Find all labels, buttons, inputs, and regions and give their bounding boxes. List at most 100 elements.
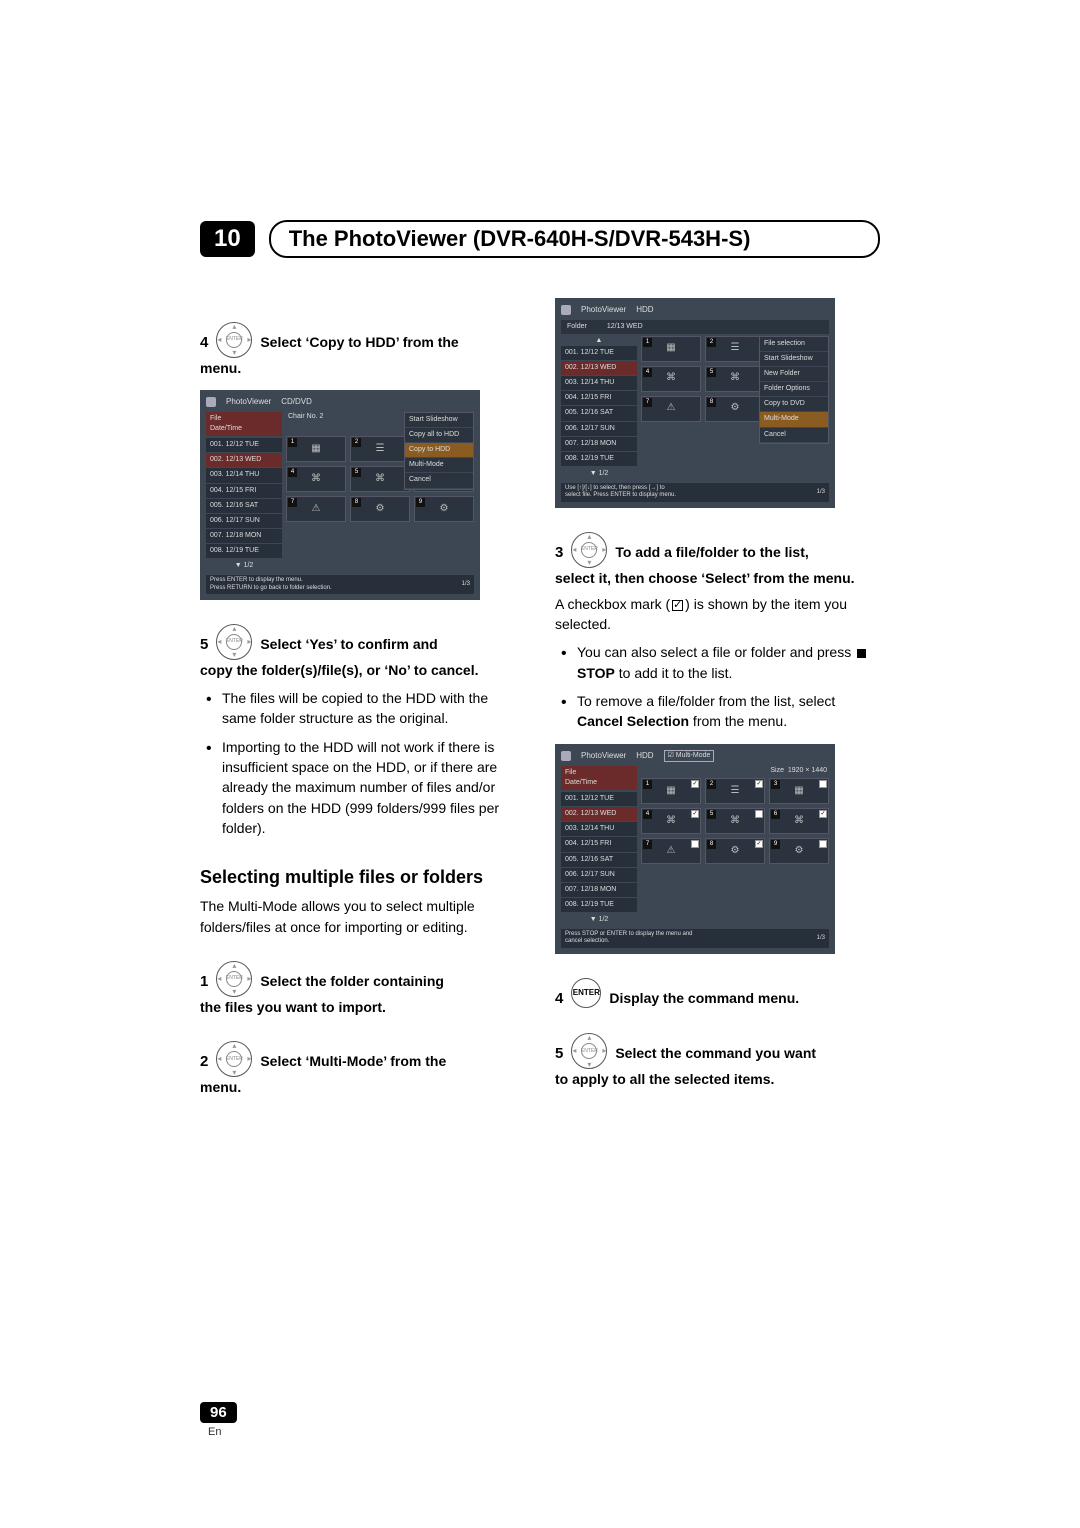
photoviewer-icon <box>561 751 571 761</box>
file-row: 005. 12/16 SAT <box>561 406 637 420</box>
dpad-icon: ▴▾◂▸ <box>571 1033 607 1069</box>
b1c: to add it to the list. <box>615 665 733 681</box>
multi-step-2: 2 ▴▾◂▸ Select ‘Multi-Mode’ from the <box>200 1041 525 1077</box>
menu-item: New Folder <box>760 367 828 382</box>
hint-1: Press STOP or ENTER to display the menu … <box>565 931 693 937</box>
content-columns: 4 ▴▾◂▸ Select ‘Copy to HDD’ from the men… <box>200 298 880 1097</box>
file-row: 007. 12/18 MON <box>206 529 282 543</box>
menu-item: Multi-Mode <box>760 412 828 427</box>
file-list: File Date/Time 001. 12/12 TUE002. 12/13 … <box>206 412 282 574</box>
hint-2: select file. Press ENTER to display menu… <box>565 492 676 498</box>
thumbnail: 9⚙ <box>769 838 829 864</box>
file-row: 004. 12/15 FRI <box>561 837 637 851</box>
step-5-right: 5 ▴▾◂▸ Select the command you want <box>555 1033 880 1069</box>
thumbnail: 5⌘ <box>350 466 410 492</box>
checkbox-icon <box>672 600 683 611</box>
context-menu: Start SlideshowCopy all to HDDCopy to HD… <box>404 412 474 490</box>
thumbnail: 7⚠ <box>286 496 346 522</box>
page-number: 96 <box>200 1402 237 1423</box>
file-row: 008. 12/19 TUE <box>561 898 637 912</box>
body-a: A checkbox mark ( <box>555 596 670 612</box>
file-row: 006. 12/17 SUN <box>561 868 637 882</box>
screenshot-multi-mode-menu: PhotoViewer HDD Folder 12/13 WED ▲ 001. … <box>555 298 835 508</box>
step-number: 4 <box>555 988 563 1010</box>
ss-source: CD/DVD <box>281 396 312 408</box>
hint-2: cancel selection. <box>565 938 609 944</box>
step-text: Select ‘Multi-Mode’ from the <box>260 1051 446 1071</box>
ss-title: PhotoViewer <box>226 396 271 408</box>
file-row: 004. 12/15 FRI <box>561 391 637 405</box>
step-text: Select ‘Copy to HDD’ from the <box>260 332 458 352</box>
bullet-item: To remove a file/folder from the list, s… <box>561 691 880 732</box>
menu-item: Start Slideshow <box>760 352 828 367</box>
thumbnail: 7⚠ <box>641 838 701 864</box>
file-row: 005. 12/16 SAT <box>206 499 282 513</box>
step-4-right: 4 ENTER Display the command menu. <box>555 978 880 1010</box>
file-row: 008. 12/19 TUE <box>206 544 282 558</box>
chapter-number: 10 <box>200 221 255 257</box>
file-list: File Date/Time 001. 12/12 TUE002. 12/13 … <box>561 766 637 928</box>
step-number: 2 <box>200 1051 208 1073</box>
thumbnail: 4⌘ <box>641 366 701 392</box>
multi-step-1: 1 ▴▾◂▸ Select the folder containing <box>200 961 525 997</box>
file-row: 003. 12/14 THU <box>561 376 637 390</box>
thumbnail: 1▦✓ <box>641 778 701 804</box>
chapter-title: The PhotoViewer (DVR-640H-S/DVR-543H-S) <box>289 226 860 252</box>
step-4: 4 ▴▾◂▸ Select ‘Copy to HDD’ from the <box>200 322 525 358</box>
thumbnail: 4⌘✓ <box>641 808 701 834</box>
page-footer: 96 En <box>200 1404 237 1438</box>
hint-1: Use [↑]/[↓] to select, then press [→] to <box>565 485 665 491</box>
size-lbl: Size <box>770 766 784 776</box>
col-file: File <box>565 768 633 778</box>
step-5: 5 ▴▾◂▸ Select ‘Yes’ to confirm and <box>200 624 525 660</box>
file-row: 001. 12/12 TUE <box>561 346 637 360</box>
bullet-item: The files will be copied to the HDD with… <box>206 688 525 729</box>
left-column: 4 ▴▾◂▸ Select ‘Copy to HDD’ from the men… <box>200 298 525 1097</box>
b2b: Cancel Selection <box>577 713 689 729</box>
bullet-item: Importing to the HDD will not work if th… <box>206 737 525 838</box>
thumbnail: 2☰ <box>350 436 410 462</box>
pager-r: 1/3 <box>817 488 825 497</box>
file-row: 007. 12/18 MON <box>561 883 637 897</box>
menu-item: Start Slideshow <box>405 413 473 428</box>
thumbnail-grid: 1▦✓2☰✓3▦4⌘✓5⌘6⌘✓7⚠8⚙✓9⚙ <box>641 778 829 864</box>
thumbnail: 2☰✓ <box>705 778 765 804</box>
menu-item: Folder Options <box>760 382 828 397</box>
step-3: 3 ▴▾◂▸ To add a file/folder to the list, <box>555 532 880 568</box>
thumbnail: 5⌘ <box>705 808 765 834</box>
file-row: 001. 12/12 TUE <box>561 792 637 806</box>
thumbnail: 4⌘ <box>286 466 346 492</box>
screenshot-multi-mode-select: PhotoViewer HDD ☑ Multi-Mode File Date/T… <box>555 744 835 954</box>
pager-r: 1/3 <box>462 580 470 589</box>
right-column: PhotoViewer HDD Folder 12/13 WED ▲ 001. … <box>555 298 880 1097</box>
menu-item: Cancel <box>760 428 828 443</box>
step-text-cont: to apply to all the selected items. <box>555 1069 880 1089</box>
file-row: 004. 12/15 FRI <box>206 484 282 498</box>
dpad-icon: ▴▾◂▸ <box>216 1041 252 1077</box>
file-row: 006. 12/17 SUN <box>561 422 637 436</box>
file-row: 006. 12/17 SUN <box>206 514 282 528</box>
dpad-icon: ▴▾◂▸ <box>571 532 607 568</box>
size-val: 1920 × 1440 <box>788 766 827 776</box>
step-text-cont: select it, then choose ‘Select’ from the… <box>555 568 880 588</box>
step-number: 5 <box>555 1043 563 1065</box>
step-text: Display the command menu. <box>609 988 799 1008</box>
menu-item: Copy all to HDD <box>405 428 473 443</box>
step-text: Select ‘Yes’ to confirm and <box>260 634 437 654</box>
col-file: File <box>210 414 278 424</box>
thumbnail: 1▦ <box>286 436 346 462</box>
file-list: ▲ 001. 12/12 TUE002. 12/13 WED003. 12/14… <box>561 336 637 481</box>
menu-item: Cancel <box>405 473 473 488</box>
thumbnail: 5⌘ <box>705 366 765 392</box>
step-text-cont: the files you want to import. <box>200 997 525 1017</box>
thumbnail: 8⚙ <box>350 496 410 522</box>
ss-source: HDD <box>636 750 653 762</box>
screenshot-copy-to-hdd: PhotoViewer CD/DVD File Date/Time 001. 1… <box>200 390 480 600</box>
file-row: 005. 12/16 SAT <box>561 853 637 867</box>
step-number: 1 <box>200 971 208 993</box>
b1b: STOP <box>577 665 615 681</box>
menu-item: Multi-Mode <box>405 458 473 473</box>
thumbnail: 1▦ <box>641 336 701 362</box>
step-text: To add a file/folder to the list, <box>615 542 808 562</box>
b2a: To remove a file/folder from the list, s… <box>577 693 835 709</box>
